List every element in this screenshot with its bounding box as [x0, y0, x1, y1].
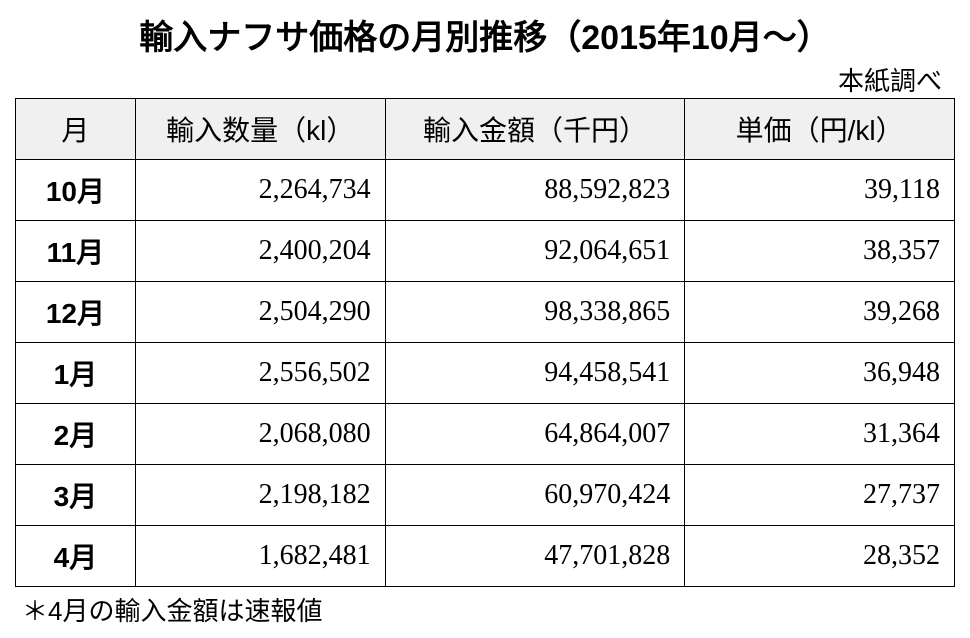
- cell-price: 38,357: [685, 221, 955, 282]
- cell-qty: 2,504,290: [135, 282, 385, 343]
- cell-month: 12月: [16, 282, 136, 343]
- footnote: ＊4月の輸入金額は速報値: [22, 591, 960, 628]
- cell-price: 28,352: [685, 526, 955, 587]
- cell-amt: 64,864,007: [385, 404, 685, 465]
- cell-month: 2月: [16, 404, 136, 465]
- col-header-qty: 輸入数量（kl）: [135, 99, 385, 160]
- cell-amt: 60,970,424: [385, 465, 685, 526]
- cell-qty: 2,264,734: [135, 160, 385, 221]
- cell-price: 31,364: [685, 404, 955, 465]
- cell-price: 39,268: [685, 282, 955, 343]
- cell-month: 1月: [16, 343, 136, 404]
- cell-amt: 98,338,865: [385, 282, 685, 343]
- cell-month: 4月: [16, 526, 136, 587]
- table-row: 2月 2,068,080 64,864,007 31,364: [16, 404, 955, 465]
- source-label: 本紙調べ: [10, 61, 942, 98]
- cell-qty: 1,682,481: [135, 526, 385, 587]
- cell-price: 36,948: [685, 343, 955, 404]
- cell-month: 10月: [16, 160, 136, 221]
- col-header-month: 月: [16, 99, 136, 160]
- cell-qty: 2,556,502: [135, 343, 385, 404]
- table-row: 10月 2,264,734 88,592,823 39,118: [16, 160, 955, 221]
- cell-amt: 94,458,541: [385, 343, 685, 404]
- data-table: 月 輸入数量（kl） 輸入金額（千円） 単価（円/kl） 10月 2,264,7…: [15, 98, 955, 587]
- cell-qty: 2,198,182: [135, 465, 385, 526]
- col-header-amt: 輸入金額（千円）: [385, 99, 685, 160]
- cell-price: 27,737: [685, 465, 955, 526]
- cell-amt: 47,701,828: [385, 526, 685, 587]
- cell-amt: 92,064,651: [385, 221, 685, 282]
- cell-amt: 88,592,823: [385, 160, 685, 221]
- table-header-row: 月 輸入数量（kl） 輸入金額（千円） 単価（円/kl）: [16, 99, 955, 160]
- table-row: 3月 2,198,182 60,970,424 27,737: [16, 465, 955, 526]
- table-row: 4月 1,682,481 47,701,828 28,352: [16, 526, 955, 587]
- cell-qty: 2,068,080: [135, 404, 385, 465]
- table-row: 12月 2,504,290 98,338,865 39,268: [16, 282, 955, 343]
- cell-month: 11月: [16, 221, 136, 282]
- table-row: 11月 2,400,204 92,064,651 38,357: [16, 221, 955, 282]
- cell-month: 3月: [16, 465, 136, 526]
- table-row: 1月 2,556,502 94,458,541 36,948: [16, 343, 955, 404]
- col-header-price: 単価（円/kl）: [685, 99, 955, 160]
- cell-qty: 2,400,204: [135, 221, 385, 282]
- cell-price: 39,118: [685, 160, 955, 221]
- page-title: 輸入ナフサ価格の月別推移（2015年10月～）: [10, 10, 960, 59]
